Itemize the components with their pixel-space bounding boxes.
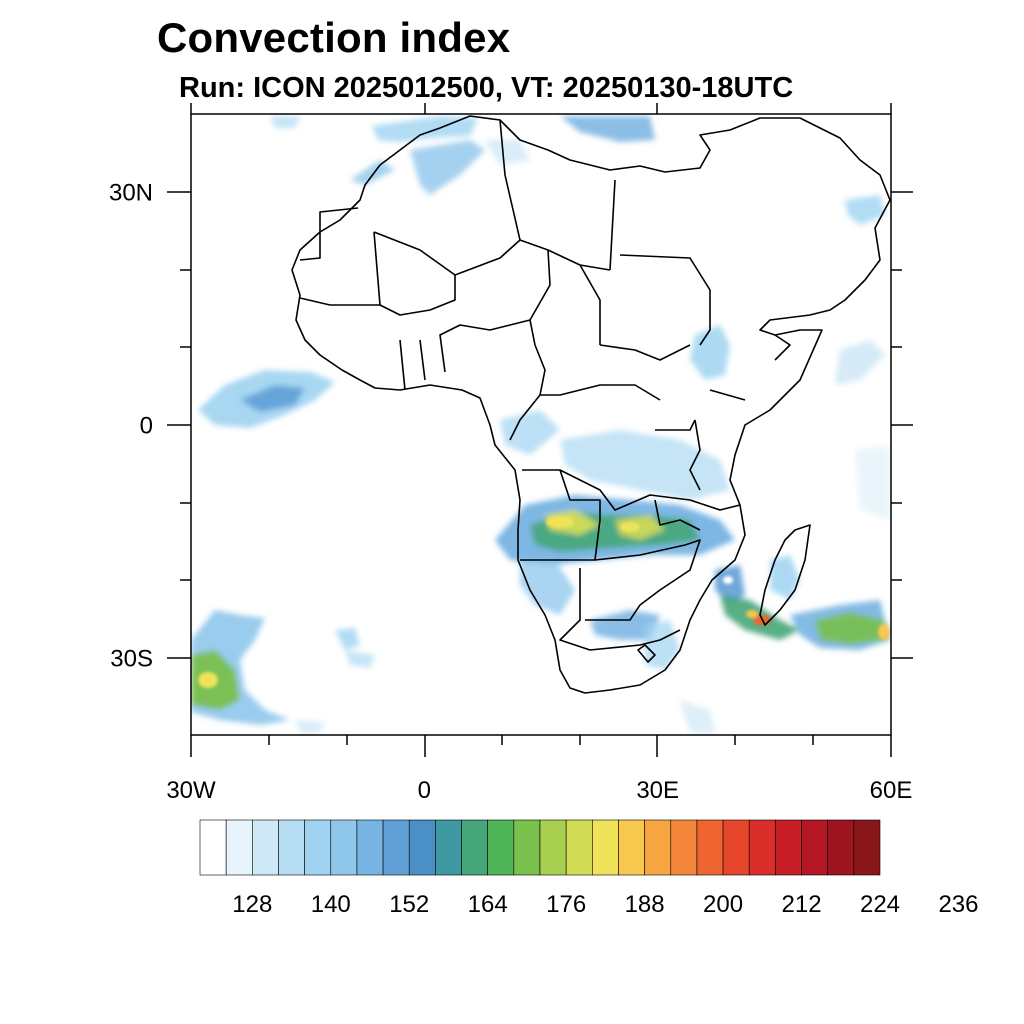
- colorbar-label: 212: [782, 891, 822, 918]
- colorbar-label: 128: [232, 891, 272, 918]
- colorbar: [199, 819, 881, 876]
- map-title: Convection index: [157, 14, 511, 61]
- colorbar-swatch: [330, 819, 358, 876]
- colorbar-label: 188: [625, 891, 665, 918]
- colorbar-swatch: [618, 819, 645, 876]
- colorbar-swatch: [252, 819, 279, 876]
- colorbar-swatch: [278, 819, 305, 876]
- colorbar-label: 176: [546, 891, 586, 918]
- lat-label: 0: [140, 413, 153, 440]
- colorbar-swatch: [487, 819, 515, 876]
- lon-label: 0: [418, 777, 431, 804]
- colorbar-swatch: [670, 819, 698, 876]
- colorbar-swatch: [565, 819, 593, 876]
- colorbar-swatch: [513, 819, 541, 876]
- colorbar-label: 140: [311, 891, 351, 918]
- colorbar-swatch: [801, 819, 828, 876]
- colorbar-label: 152: [389, 891, 429, 918]
- colorbar-swatch: [592, 819, 619, 876]
- coastlines-and-borders: [291, 115, 891, 694]
- colorbar-swatch: [748, 819, 776, 876]
- colorbar-swatch: [408, 819, 436, 876]
- colorbar-label: 200: [703, 891, 743, 918]
- colorbar-swatch: [356, 819, 384, 876]
- colorbar-swatch: [775, 819, 802, 876]
- map-subtitle: Run: ICON 2025012500, VT: 20250130-18UTC: [179, 72, 794, 104]
- lon-label: 30W: [166, 777, 216, 804]
- colorbar-swatch: [827, 819, 855, 876]
- colorbar-swatch: [644, 819, 672, 876]
- colorbar-swatch: [461, 819, 488, 876]
- colorbar-label: 224: [860, 891, 900, 918]
- colorbar-swatch: [382, 819, 410, 876]
- colorbar-swatch: [225, 819, 253, 876]
- colorbar-swatch: [304, 819, 332, 876]
- lon-label: 60E: [870, 777, 913, 804]
- colorbar-swatch: [853, 819, 881, 876]
- longitude-labels: 30W 0 30E 60E: [166, 777, 912, 804]
- lat-label: 30S: [110, 645, 153, 672]
- colorbar-swatch: [696, 819, 724, 876]
- colorbar-labels: 128 140 152 164 176 188 200 212 224 236: [232, 891, 978, 918]
- convection-shading: [191, 116, 890, 733]
- colorbar-swatch: [435, 819, 462, 876]
- colorbar-swatch: [539, 819, 567, 876]
- colorbar-swatch: [722, 819, 750, 876]
- lon-label: 30E: [636, 777, 679, 804]
- lat-label: 30N: [109, 180, 153, 207]
- colorbar-label: 164: [468, 891, 508, 918]
- colorbar-swatch: [199, 819, 227, 876]
- colorbar-label: 236: [938, 891, 978, 918]
- latitude-labels: 30N 0 30S: [109, 180, 153, 673]
- map-frame: [167, 103, 913, 757]
